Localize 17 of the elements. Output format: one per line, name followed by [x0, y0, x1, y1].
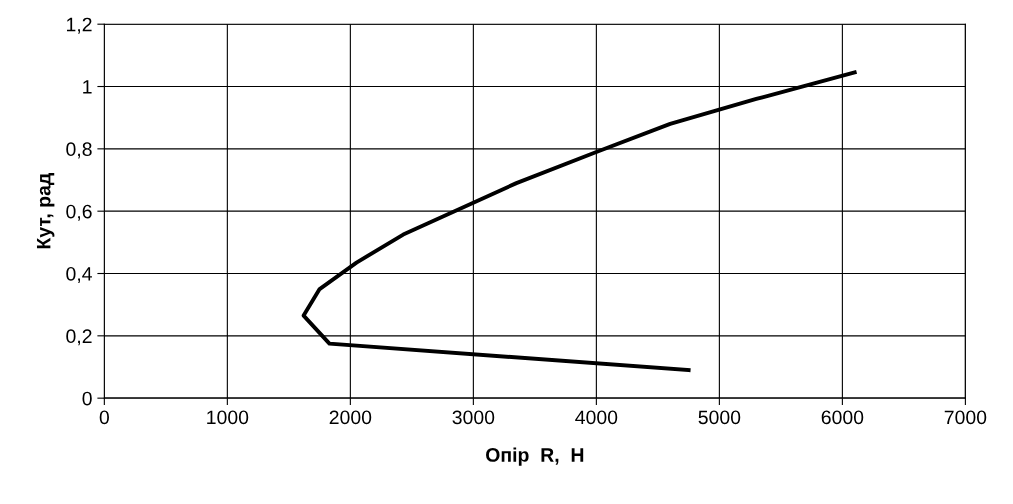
- y-tick-label: 0,4: [66, 266, 92, 284]
- x-tick-label: 6000: [821, 410, 864, 425]
- y-tick-label: 0: [82, 391, 92, 406]
- x-tick-label: 2000: [329, 410, 372, 425]
- y-tick-label: 0,8: [66, 142, 92, 159]
- x-tick-label: 5000: [698, 410, 741, 425]
- y-tick-label: 1,2: [66, 17, 92, 34]
- x-axis-title: Опір R, Н: [486, 447, 584, 466]
- y-tick-label: 0,2: [66, 329, 92, 346]
- y-tick-label: 1: [83, 80, 92, 94]
- x-tick-label: 0: [99, 410, 109, 425]
- y-axis-title: Кут, рад: [36, 173, 55, 249]
- x-tick-label: 4000: [575, 410, 618, 425]
- x-tick-label: 1000: [207, 410, 249, 425]
- x-tick-label: 7000: [944, 410, 987, 425]
- y-tick-label: 0,6: [66, 204, 92, 221]
- x-tick-label: 3000: [452, 410, 495, 425]
